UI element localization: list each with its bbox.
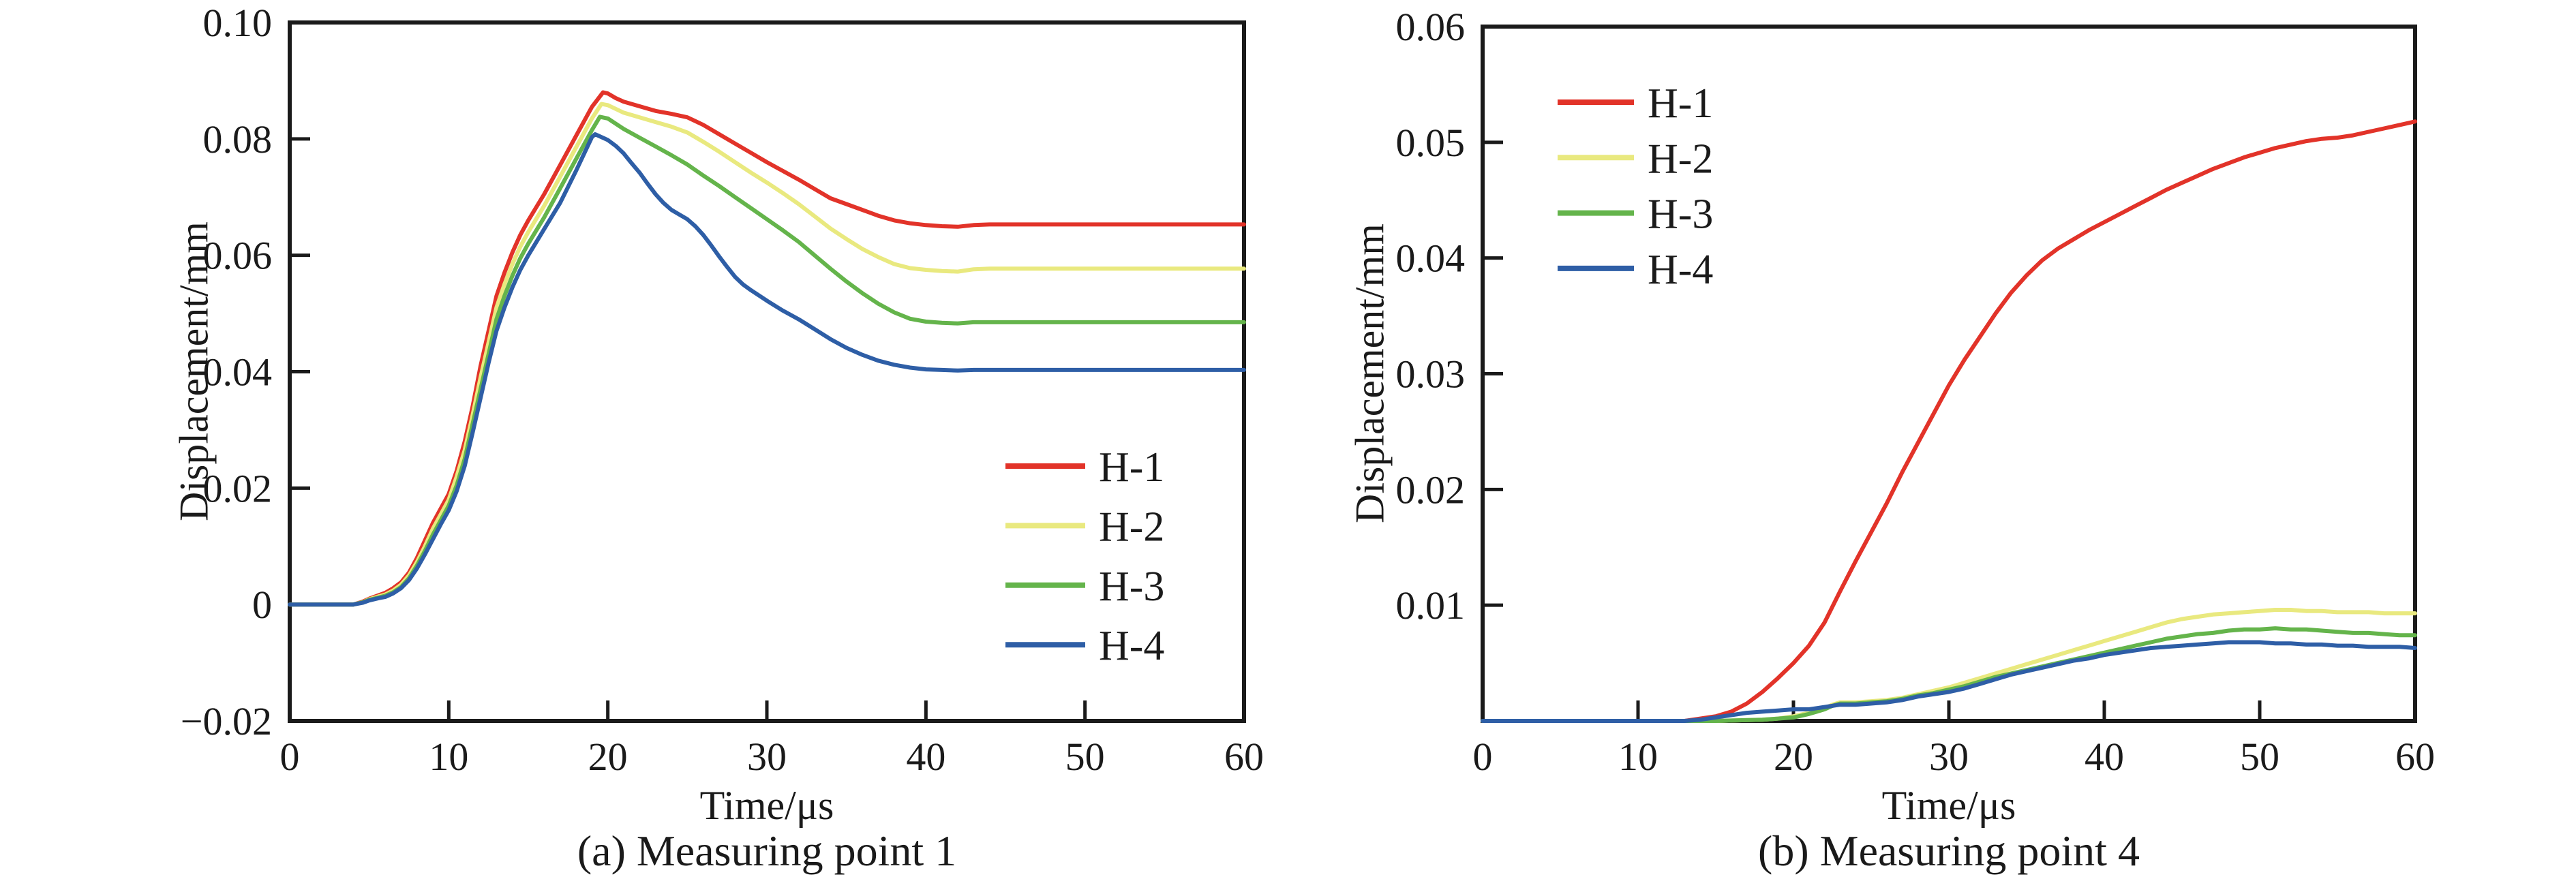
- legend-label-H-4: H-4: [1099, 623, 1164, 669]
- y-tick-label: 0.03: [1396, 352, 1466, 397]
- series-line-H-4: [1481, 640, 2417, 723]
- series-line-H-1: [288, 90, 1246, 607]
- legend-label-H-2: H-2: [1099, 504, 1164, 550]
- y-axis-title-b: Displacement/mm: [1347, 223, 1393, 523]
- y-tick-label: 0.02: [203, 466, 273, 510]
- chart-b-plot: 0 10 20 30 40 50 60 0.01 0.02 0.03 0.04 0.05 0.06 H-1…: [1396, 5, 2436, 779]
- caption-b: (b) Measuring point 4: [1758, 827, 2140, 875]
- chart-a-plot: 0 10 20 30 40 50 60−0.0200.020.040.060.080.10H…: [181, 1, 1264, 779]
- y-tick-label: 0: [252, 583, 272, 627]
- y-tick-label: 0.04: [203, 350, 273, 395]
- legend-label-H-2: H-2: [1648, 136, 1713, 182]
- x-tick-label: 60: [1224, 735, 1264, 779]
- x-tick-label: 10: [429, 735, 468, 779]
- y-tick-label: 0.06: [1396, 5, 1466, 49]
- legend-label-H-3: H-3: [1648, 191, 1713, 238]
- y-axis-title-a: Displacement/mm: [171, 221, 217, 521]
- y-tick-label: 0.04: [1396, 236, 1466, 281]
- x-tick-label: 40: [2085, 735, 2124, 779]
- y-tick-label: 0.01: [1396, 583, 1466, 628]
- plot-border: [1481, 25, 2417, 723]
- y-tick-label: 0.10: [203, 1, 273, 45]
- legend-label-H-1: H-1: [1099, 444, 1164, 491]
- x-tick-label: 60: [2395, 735, 2435, 779]
- x-tick-label: 0: [1473, 735, 1493, 779]
- x-tick-label: 50: [1065, 735, 1105, 779]
- x-tick-label: 10: [1618, 735, 1658, 779]
- legend-label-H-3: H-3: [1099, 564, 1164, 610]
- y-tick-label: 0.08: [203, 117, 273, 161]
- series-line-H-4: [288, 132, 1246, 607]
- x-axis-title-a: Time/μs: [699, 783, 834, 828]
- x-tick-label: 0: [280, 735, 300, 779]
- x-tick-label: 30: [1929, 735, 1969, 779]
- x-tick-label: 20: [1774, 735, 1813, 779]
- series-line-H-1: [1481, 119, 2417, 723]
- legend-label-H-4: H-4: [1648, 247, 1713, 293]
- legend-label-H-1: H-1: [1648, 80, 1713, 127]
- y-tick-label: 0.06: [203, 234, 273, 278]
- x-tick-label: 50: [2240, 735, 2279, 779]
- x-axis-title-b: Time/μs: [1881, 783, 2016, 828]
- x-tick-label: 20: [588, 735, 628, 779]
- x-tick-label: 40: [906, 735, 945, 779]
- y-tick-label: −0.02: [181, 699, 272, 743]
- y-tick-label: 0.05: [1396, 121, 1466, 165]
- y-tick-label: 0.02: [1396, 467, 1466, 512]
- caption-a: (a) Measuring point 1: [577, 827, 957, 875]
- x-tick-label: 30: [747, 735, 787, 779]
